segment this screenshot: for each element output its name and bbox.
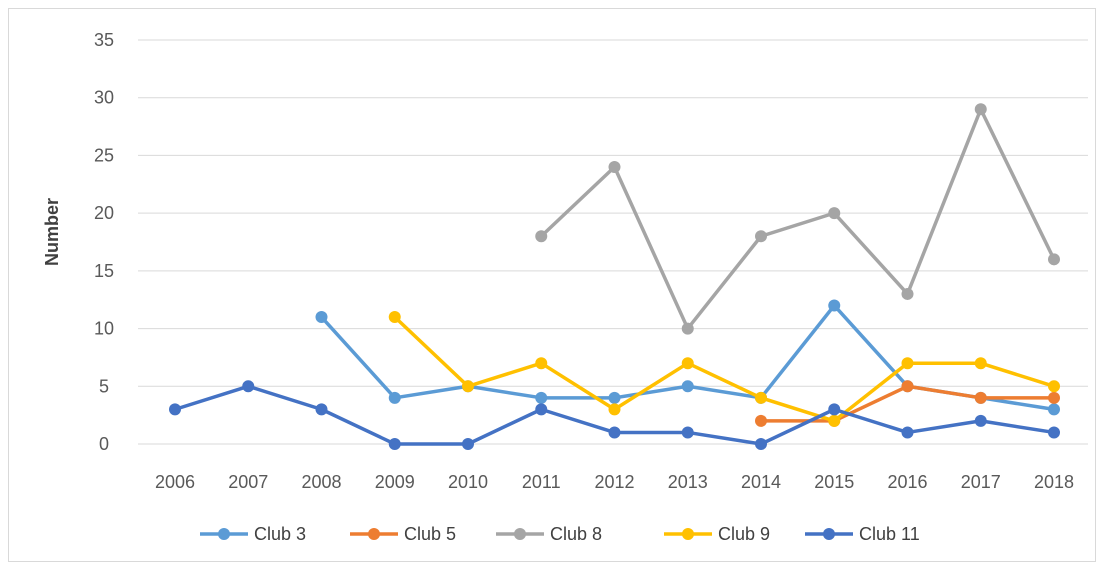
- legend-item: Club 8: [496, 524, 602, 544]
- legend-marker: [218, 528, 230, 540]
- legend-label: Club 5: [404, 524, 456, 544]
- y-tick-label: 15: [94, 261, 114, 281]
- data-point: [609, 426, 621, 438]
- data-point: [389, 438, 401, 450]
- data-point: [1048, 253, 1060, 265]
- y-tick-label: 30: [94, 88, 114, 108]
- data-point: [828, 207, 840, 219]
- x-tick-label: 2016: [887, 472, 927, 492]
- data-point: [755, 392, 767, 404]
- series-line: [541, 109, 1054, 328]
- data-point: [828, 403, 840, 415]
- data-point: [462, 438, 474, 450]
- data-point: [316, 403, 328, 415]
- data-point: [609, 161, 621, 173]
- data-point: [682, 380, 694, 392]
- x-tick-label: 2008: [301, 472, 341, 492]
- data-point: [902, 426, 914, 438]
- x-tick-label: 2015: [814, 472, 854, 492]
- legend-marker: [823, 528, 835, 540]
- x-tick-label: 2018: [1034, 472, 1074, 492]
- data-point: [1048, 426, 1060, 438]
- x-tick-label: 2007: [228, 472, 268, 492]
- legend-label: Club 9: [718, 524, 770, 544]
- data-point: [535, 357, 547, 369]
- x-tick-label: 2009: [375, 472, 415, 492]
- data-point: [316, 311, 328, 323]
- data-point: [828, 299, 840, 311]
- legend-item: Club 5: [350, 524, 456, 544]
- data-point: [755, 438, 767, 450]
- data-point: [975, 103, 987, 115]
- data-point: [682, 426, 694, 438]
- x-tick-label: 2013: [668, 472, 708, 492]
- data-point: [389, 392, 401, 404]
- legend-item: Club 3: [200, 524, 306, 544]
- data-point: [242, 380, 254, 392]
- x-tick-label: 2017: [961, 472, 1001, 492]
- x-tick-label: 2012: [594, 472, 634, 492]
- series-club-8: [535, 103, 1060, 334]
- data-point: [1048, 392, 1060, 404]
- data-point: [609, 392, 621, 404]
- data-point: [535, 403, 547, 415]
- y-tick-label: 10: [94, 319, 114, 339]
- data-point: [535, 392, 547, 404]
- y-tick-label: 20: [94, 203, 114, 223]
- y-tick-label: 5: [99, 376, 109, 396]
- data-point: [902, 288, 914, 300]
- data-point: [682, 323, 694, 335]
- data-point: [828, 415, 840, 427]
- data-point: [975, 357, 987, 369]
- legend: Club 3 Club 5 Club 8 Club 9 Club 11: [200, 524, 920, 544]
- y-tick-label: 0: [99, 434, 109, 454]
- data-point: [755, 230, 767, 242]
- data-point: [1048, 403, 1060, 415]
- legend-marker: [368, 528, 380, 540]
- y-axis-ticks: 0 5 10 15 20 25 30 35: [94, 30, 114, 454]
- legend-marker: [514, 528, 526, 540]
- y-tick-label: 25: [94, 145, 114, 165]
- x-tick-label: 2014: [741, 472, 781, 492]
- series-line: [395, 317, 1054, 421]
- data-point: [462, 380, 474, 392]
- data-point: [755, 415, 767, 427]
- legend-label: Club 11: [859, 524, 920, 544]
- data-point: [169, 403, 181, 415]
- data-point: [1048, 380, 1060, 392]
- x-tick-label: 2011: [522, 472, 561, 492]
- legend-label: Club 8: [550, 524, 602, 544]
- x-axis-ticks: 2006 2007 2008 2009 2010 2011 2012 2013 2014 2015…: [155, 472, 1074, 492]
- data-point: [975, 415, 987, 427]
- legend-marker: [682, 528, 694, 540]
- data-point: [682, 357, 694, 369]
- data-point: [975, 392, 987, 404]
- data-point: [535, 230, 547, 242]
- x-tick-label: 2010: [448, 472, 488, 492]
- gridlines: [138, 40, 1088, 444]
- y-axis-title: Number: [42, 198, 62, 266]
- y-tick-label: 35: [94, 30, 114, 50]
- data-point: [389, 311, 401, 323]
- legend-label: Club 3: [254, 524, 306, 544]
- legend-item: Club 9: [664, 524, 770, 544]
- data-point: [609, 403, 621, 415]
- data-point: [902, 380, 914, 392]
- legend-item: Club 11: [805, 524, 920, 544]
- data-point: [902, 357, 914, 369]
- x-tick-label: 2006: [155, 472, 195, 492]
